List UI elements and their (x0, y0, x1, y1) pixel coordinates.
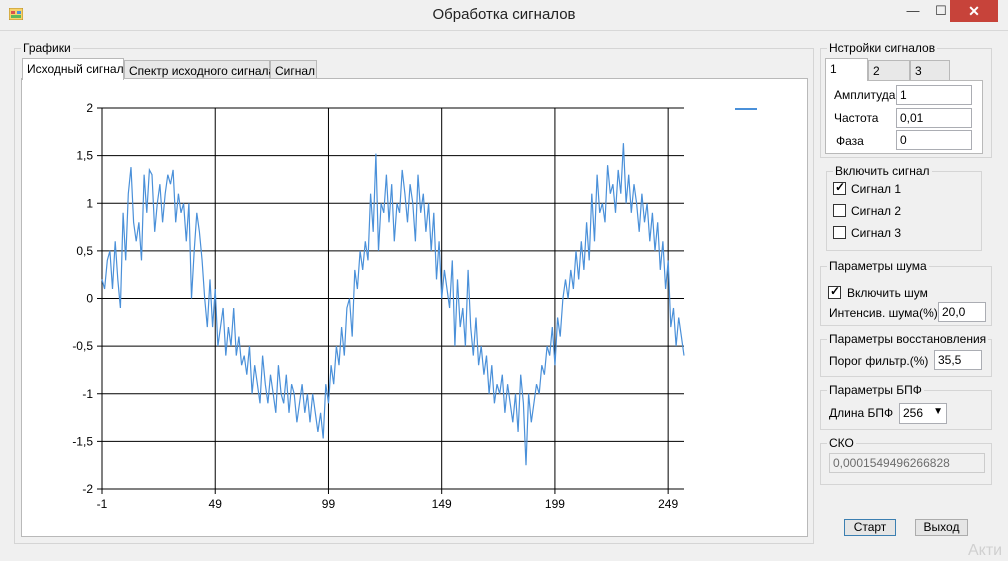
tab-source-signal[interactable]: Исходный сигнал (22, 58, 124, 80)
close-button[interactable]: ✕ (950, 0, 998, 22)
amplitude-input[interactable]: 1 (896, 85, 972, 105)
maximize-button[interactable]: ☐ (935, 3, 947, 18)
exit-button[interactable]: Выход (915, 519, 968, 536)
signal-settings-group: Нстройки сигналов (820, 41, 992, 158)
x-tick-label: -1 (97, 497, 108, 511)
activation-watermark: Акти (968, 542, 1003, 559)
y-tick-label: 0 (86, 292, 93, 306)
noise-enable-label: Включить шум (847, 286, 928, 300)
signal-2-checkbox[interactable] (833, 204, 846, 217)
graphs-group: Графики (14, 41, 814, 544)
tab-signal[interactable]: Сигнал (270, 60, 317, 80)
y-tick-label: 1 (86, 196, 93, 210)
y-tick-label: -2 (82, 482, 93, 496)
fft-length-value: 256 (903, 406, 924, 420)
chevron-down-icon: ▼ (933, 406, 943, 417)
filter-threshold-label: Порог фильтр.(%) (829, 354, 929, 368)
sko-group: СКО (820, 436, 992, 485)
y-tick-label: 1,5 (76, 149, 93, 163)
x-tick-label: 49 (209, 497, 223, 511)
fft-length-select[interactable]: 256 ▼ (899, 403, 947, 424)
y-tick-label: -0,5 (72, 339, 93, 353)
enable-signal-legend: Включить сигнал (833, 164, 932, 178)
tab-signal-2[interactable]: 2 (868, 60, 910, 80)
restore-legend: Параметры восстановления (827, 332, 989, 346)
window-title: Обработка сигналов (432, 6, 576, 23)
sko-legend: СКО (827, 436, 856, 450)
tab-source-spectrum[interactable]: Спектр исходного сигнала (124, 60, 275, 80)
title-bar: Обработка сигналов — ☐ ✕ (0, 0, 1008, 31)
restore-group: Параметры восстановления (820, 332, 992, 377)
x-tick-label: 249 (658, 497, 678, 511)
signal-settings-legend: Нстройки сигналов (827, 41, 938, 55)
amplitude-label: Амплитуда (834, 88, 896, 102)
tab-signal-1[interactable]: 1 (825, 58, 868, 81)
minimize-button[interactable]: — (906, 3, 920, 18)
app-icon (9, 8, 23, 20)
y-tick-label: -1,5 (72, 434, 93, 448)
phase-input[interactable]: 0 (896, 130, 972, 150)
signal-3-checkbox[interactable] (833, 226, 846, 239)
frequency-label: Частота (834, 111, 879, 125)
filter-threshold-input[interactable]: 35,5 (934, 350, 982, 370)
y-tick-label: 2 (86, 101, 93, 115)
phase-label: Фаза (836, 134, 864, 148)
series-line (101, 143, 685, 466)
graphs-legend: Графики (21, 41, 73, 55)
y-tick-label: -1 (82, 387, 93, 401)
chart-panel: 2 1,5 1 0,5 0 -0,5 -1 -1,5 -2 -1 49 99 149 199 249 (21, 78, 808, 537)
signal-3-label: Сигнал 3 (851, 226, 902, 240)
fft-legend: Параметры БПФ (827, 383, 924, 397)
signal-2-label: Сигнал 2 (851, 204, 902, 218)
noise-group: Параметры шума (820, 259, 992, 326)
noise-intensity-label: Интенсив. шума(%) (829, 306, 938, 320)
noise-enable-checkbox[interactable]: ✓ (828, 284, 841, 299)
signal-1-checkbox[interactable]: ✓ (833, 180, 846, 195)
enable-signal-group: Включить сигнал (826, 164, 982, 251)
fft-length-label: Длина БПФ (829, 406, 894, 420)
signal-1-label: Сигнал 1 (851, 182, 902, 196)
x-tick-label: 99 (322, 497, 336, 511)
fft-group: Параметры БПФ (820, 383, 992, 430)
tab-signal-3[interactable]: 3 (910, 60, 950, 80)
x-tick-label: 199 (545, 497, 565, 511)
sko-output: 0,0001549496266828 (829, 453, 985, 473)
frequency-input[interactable]: 0,01 (896, 108, 972, 128)
signal-chart: 2 1,5 1 0,5 0 -0,5 -1 -1,5 -2 -1 49 99 149 199 249 (72, 101, 757, 511)
noise-legend: Параметры шума (827, 259, 929, 273)
check-icon: ✓ (835, 180, 846, 194)
x-tick-label: 149 (432, 497, 452, 511)
start-button[interactable]: Старт (844, 519, 896, 536)
check-icon: ✓ (830, 284, 841, 298)
y-tick-label: 0,5 (76, 244, 93, 258)
noise-intensity-input[interactable]: 20,0 (938, 302, 986, 322)
